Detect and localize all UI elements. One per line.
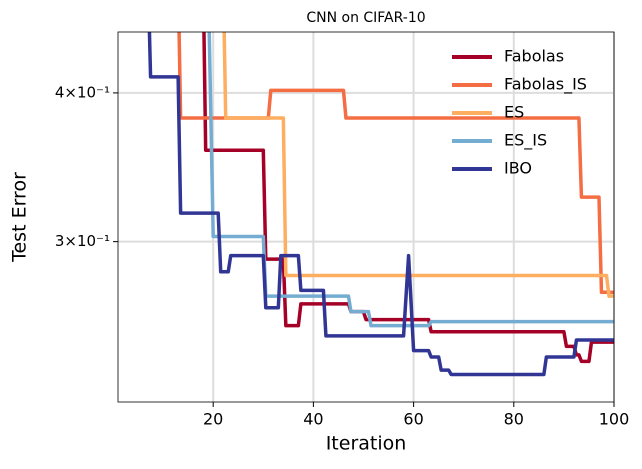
x-tick-label: 20 xyxy=(203,410,223,429)
series-line xyxy=(177,32,614,295)
grid: 20 40 60 80 100 3×10⁻¹ 4×10⁻¹ xyxy=(55,32,629,429)
x-tick-label: 100 xyxy=(599,410,630,429)
plot xyxy=(147,32,614,377)
chart-title: CNN on CIFAR-10 xyxy=(306,10,425,26)
plot-frame xyxy=(117,31,615,403)
x-axis-label: Iteration xyxy=(326,433,407,455)
y-tick-label: 3×10⁻¹ xyxy=(55,232,110,250)
legend-label: Fabolas xyxy=(504,47,564,66)
y-tick-label: 4×10⁻¹ xyxy=(55,83,110,101)
x-tick-label: 60 xyxy=(403,410,423,429)
legend-label: IBO xyxy=(504,159,532,178)
legend-label: Fabolas_IS xyxy=(504,75,587,95)
series-line xyxy=(202,32,614,364)
x-tick-label: 80 xyxy=(504,410,524,429)
series-line xyxy=(222,32,614,298)
x-tick-label: 40 xyxy=(303,410,323,429)
y-axis-label: Test Error xyxy=(9,172,31,263)
legend: Fabolas Fabolas_IS ES ES_IS IBO xyxy=(452,47,587,178)
legend-label: ES_IS xyxy=(504,131,547,151)
legend-label: ES xyxy=(504,103,524,122)
series-line xyxy=(147,32,614,377)
series-line xyxy=(207,32,614,328)
